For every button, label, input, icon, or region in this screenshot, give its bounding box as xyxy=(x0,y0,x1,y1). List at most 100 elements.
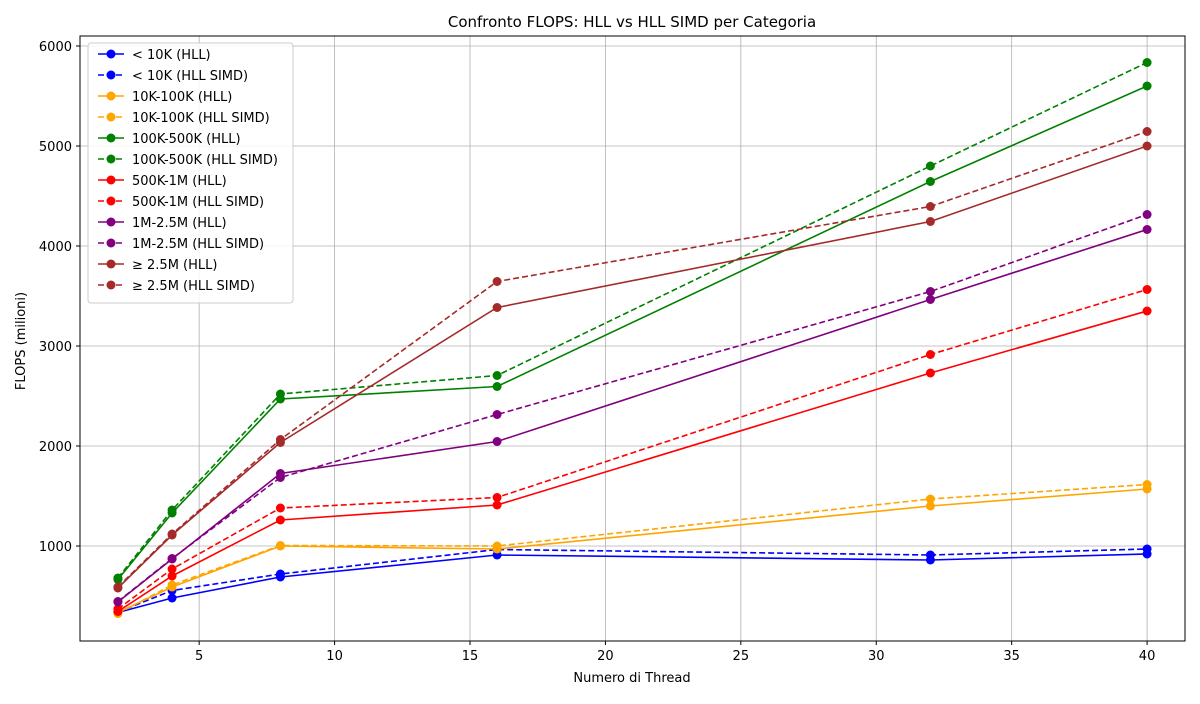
legend-label: ≥ 2.5M (HLL SIMD) xyxy=(132,279,255,294)
series-layer xyxy=(113,58,1152,618)
x-tick-label: 25 xyxy=(733,649,750,664)
data-point xyxy=(275,541,285,550)
legend-marker xyxy=(106,112,116,122)
data-point xyxy=(275,389,285,399)
series-line xyxy=(117,310,1148,613)
legend-box xyxy=(87,42,294,304)
x-axis-ticks: 5 10 15 20 25 30 35 40 xyxy=(195,641,1155,664)
legend-label: < 10K (HLL) xyxy=(132,48,211,63)
x-axis-label: Numero di Thread xyxy=(573,671,690,686)
legend-label: 500K-1M (HLL) xyxy=(132,174,227,189)
legend-item: ≥ 2.5M (HLL) xyxy=(98,258,217,273)
data-point xyxy=(1142,480,1152,489)
legend-label: 500K-1M (HLL SIMD) xyxy=(132,195,264,210)
data-point xyxy=(113,573,123,583)
data-point xyxy=(1142,285,1152,294)
series-2 xyxy=(113,484,1152,617)
data-point xyxy=(925,177,935,186)
data-point xyxy=(1142,141,1152,151)
data-point xyxy=(925,161,935,171)
data-point xyxy=(275,515,285,525)
legend-label: 1M-2.5M (HLL) xyxy=(132,216,227,231)
legend-label: 10K-100K (HLL) xyxy=(132,90,232,105)
data-point xyxy=(167,505,177,515)
series-line xyxy=(117,483,1148,615)
data-point xyxy=(492,371,502,380)
series-line xyxy=(117,288,1148,610)
y-tick-label: 6000 xyxy=(39,40,72,55)
data-point xyxy=(113,604,123,614)
legend-marker xyxy=(106,154,116,164)
data-point xyxy=(492,277,502,286)
series-line xyxy=(117,213,1148,603)
series-7 xyxy=(113,285,1152,614)
series-0 xyxy=(113,549,1152,617)
data-point xyxy=(925,368,935,378)
legend-label: 10K-100K (HLL SIMD) xyxy=(132,111,270,126)
series-line xyxy=(117,85,1148,581)
y-tick-label: 4000 xyxy=(39,240,72,255)
legend-marker xyxy=(106,70,116,80)
data-point xyxy=(167,571,177,581)
data-point xyxy=(113,582,123,592)
data-point xyxy=(492,437,502,446)
series-1 xyxy=(113,544,1152,617)
data-point xyxy=(167,564,177,574)
legend-marker xyxy=(106,175,116,185)
data-point xyxy=(1142,210,1152,219)
y-tick-label: 3000 xyxy=(39,340,72,355)
x-tick-label: 10 xyxy=(326,649,343,664)
data-point xyxy=(925,494,935,504)
legend-item: 1M-2.5M (HLL) xyxy=(98,216,227,231)
y-tick-label: 5000 xyxy=(39,140,72,155)
data-point xyxy=(1142,58,1152,67)
legend-marker xyxy=(106,217,116,227)
data-point xyxy=(925,501,935,511)
legend: < 10K (HLL) < 10K (HLL SIMD) 10K-100K (HLL… xyxy=(87,42,294,304)
legend-marker xyxy=(106,238,116,248)
legend-item: < 10K (HLL) xyxy=(98,48,211,63)
x-tick-label: 5 xyxy=(195,649,203,664)
x-tick-label: 35 xyxy=(1003,649,1020,664)
data-point xyxy=(275,569,285,579)
data-point xyxy=(492,500,502,510)
x-tick-label: 15 xyxy=(462,649,479,664)
data-point xyxy=(167,580,177,590)
legend-marker xyxy=(106,133,116,143)
data-point xyxy=(925,217,935,226)
legend-marker xyxy=(106,259,116,269)
x-tick-label: 40 xyxy=(1139,649,1156,664)
data-point xyxy=(925,202,935,211)
data-point xyxy=(492,382,502,391)
data-point xyxy=(275,503,285,513)
data-point xyxy=(492,410,502,419)
legend-marker xyxy=(106,196,116,206)
data-point xyxy=(925,350,935,359)
legend-label: 1M-2.5M (HLL SIMD) xyxy=(132,237,264,252)
y-axis-ticks: 1000 2000 3000 4000 5000 6000 xyxy=(39,40,80,555)
series-line xyxy=(117,145,1148,589)
legend-item: 500K-1M (HLL SIMD) xyxy=(98,195,264,210)
legend-label: 100K-500K (HLL SIMD) xyxy=(132,153,278,168)
data-point xyxy=(275,473,285,482)
series-line xyxy=(117,488,1148,614)
series-line xyxy=(117,553,1148,614)
data-point xyxy=(925,295,935,304)
legend-item: 10K-100K (HLL SIMD) xyxy=(98,111,270,126)
data-point xyxy=(1142,544,1152,554)
series-9 xyxy=(113,210,1152,606)
data-point xyxy=(167,593,177,603)
legend-item: ≥ 2.5M (HLL SIMD) xyxy=(98,279,255,294)
series-line xyxy=(117,548,1148,613)
x-tick-label: 20 xyxy=(597,649,614,664)
legend-item: 100K-500K (HLL) xyxy=(98,132,241,147)
legend-item: 100K-500K (HLL SIMD) xyxy=(98,153,278,168)
legend-item: 500K-1M (HLL) xyxy=(98,174,227,189)
data-point xyxy=(925,550,935,560)
series-6 xyxy=(113,306,1152,616)
legend-label: ≥ 2.5M (HLL) xyxy=(132,258,217,273)
legend-label: < 10K (HLL SIMD) xyxy=(132,69,248,84)
series-line xyxy=(117,130,1148,588)
